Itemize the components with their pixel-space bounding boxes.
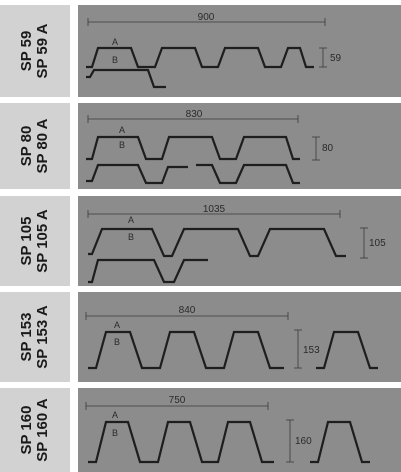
point-a-label: A xyxy=(128,215,134,225)
profile-drawing-panel: 1035 105 A B xyxy=(78,196,401,286)
profile-name-line1: SP 59 xyxy=(18,30,35,72)
sheet-profile-b xyxy=(310,420,370,464)
profile-label-panel: SP 105 SP 105 A xyxy=(0,196,70,286)
profile-name-line2: SP 59 A xyxy=(34,23,51,79)
point-a-label: A xyxy=(112,410,118,420)
width-dimension-label: 1035 xyxy=(203,204,226,215)
width-dimension-label: 750 xyxy=(169,395,186,406)
point-a-label: A xyxy=(119,125,125,135)
width-dimension-label: 840 xyxy=(179,305,196,316)
sheet-profile-a xyxy=(86,135,300,161)
profile-row-sp105: SP 105 SP 105 A 1035 105 A B xyxy=(0,196,401,286)
sheet-profile-a xyxy=(88,420,274,464)
profile-drawing-panel: 840 153 A B xyxy=(78,292,401,382)
profile-row-sp59: SP 59 SP 59 A 900 59 A B xyxy=(0,5,401,97)
height-dimension-label: 160 xyxy=(295,436,312,447)
sheet-profile-b xyxy=(316,330,378,370)
profile-drawing: 840 153 A B xyxy=(85,305,378,370)
point-a-label: A xyxy=(114,320,120,330)
profile-name-line1: SP 80 xyxy=(18,125,35,167)
point-b-label: B xyxy=(112,55,118,65)
profile-label-panel: SP 80 SP 80 A xyxy=(0,103,70,189)
height-dimension-label: 59 xyxy=(330,53,342,64)
point-b-label: B xyxy=(119,140,125,150)
profile-name-line1: SP 153 xyxy=(18,312,35,362)
profile-drawing: 1035 105 A B xyxy=(87,204,386,284)
sheet-profile-b xyxy=(88,258,208,284)
profile-row-sp80: SP 80 SP 80 A 830 80 A B xyxy=(0,103,401,189)
width-dimension-label: 830 xyxy=(186,109,203,120)
profile-name: SP 105 SP 105 A xyxy=(18,209,51,273)
profile-name-line2: SP 80 A xyxy=(34,118,51,174)
profile-drawing: 750 160 A B xyxy=(85,395,370,464)
profile-label-panel: SP 153 SP 153 A xyxy=(0,292,70,382)
profile-name: SP 80 SP 80 A xyxy=(18,118,51,174)
profile-name-line1: SP 160 xyxy=(18,405,35,455)
width-dimension-label: 900 xyxy=(198,12,215,23)
point-b-label: B xyxy=(112,428,118,438)
profile-drawing: 900 59 A B xyxy=(86,12,342,89)
height-dimension-label: 80 xyxy=(322,143,334,154)
sheet-profile-a xyxy=(86,46,314,69)
profile-name-line2: SP 105 A xyxy=(34,209,51,273)
profile-label-panel: SP 59 SP 59 A xyxy=(0,5,70,97)
height-dimension-label: 153 xyxy=(303,345,320,356)
sheet-profile-b xyxy=(86,68,166,89)
sheet-profile-a xyxy=(88,330,284,370)
profile-drawing-panel: 750 160 A B xyxy=(78,388,401,472)
height-dimension-label: 105 xyxy=(369,238,386,249)
point-b-label: B xyxy=(114,337,120,347)
profile-row-sp160: SP 160 SP 160 A 750 160 A B xyxy=(0,388,401,472)
profile-label-panel: SP 160 SP 160 A xyxy=(0,388,70,472)
profile-name: SP 160 SP 160 A xyxy=(18,398,51,462)
profile-drawing-panel: 900 59 A B xyxy=(78,5,401,97)
sheet-profile-a xyxy=(88,227,346,258)
sheet-profile-b xyxy=(86,163,300,185)
profile-drawing-panel: 830 80 A B xyxy=(78,103,401,189)
profile-row-sp153: SP 153 SP 153 A 840 153 A B xyxy=(0,292,401,382)
point-b-label: B xyxy=(128,232,134,242)
profile-name: SP 59 SP 59 A xyxy=(18,23,51,79)
profile-name-line2: SP 160 A xyxy=(34,398,51,462)
profile-name-line1: SP 105 xyxy=(18,216,35,266)
profile-name-line2: SP 153 A xyxy=(34,305,51,369)
profile-name: SP 153 SP 153 A xyxy=(18,305,51,369)
point-a-label: A xyxy=(112,37,118,47)
profile-drawing: 830 80 A B xyxy=(86,109,334,185)
